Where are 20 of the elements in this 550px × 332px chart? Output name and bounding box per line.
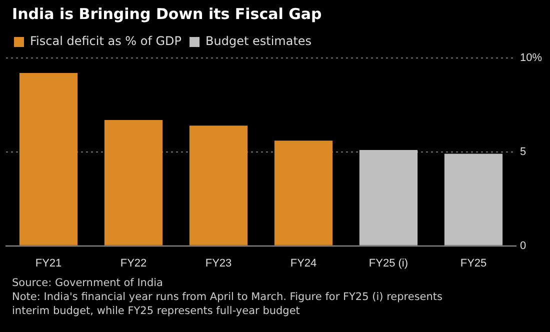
x-tick-label: FY25 (i): [368, 257, 408, 270]
bar: [274, 140, 333, 246]
x-tick-label: FY25: [460, 257, 487, 270]
bar: [444, 154, 503, 246]
legend-label: Fiscal deficit as % of GDP: [30, 34, 182, 48]
y-tick-label: 0: [520, 240, 526, 252]
x-tick-label: FY21: [35, 257, 62, 270]
bar: [104, 120, 163, 246]
bar: [359, 150, 418, 246]
source-note: Source: Government of India: [12, 276, 164, 290]
bar: [19, 73, 78, 246]
y-tick-label: 10%: [520, 52, 542, 64]
text: Note: India's financial year runs from April to March. Figure for FY25 (i) represents interim budget, while FY25 represents full-year budget: [12, 290, 444, 318]
x-tick-label: FY22: [120, 257, 147, 270]
x-tick-label: FY24: [290, 257, 317, 270]
chart-title: India is Bringing Down its Fiscal Gap: [12, 5, 322, 23]
bar: [189, 126, 248, 246]
y-tick-label: 5: [520, 146, 526, 158]
legend-label: Budget estimates: [206, 34, 312, 48]
x-tick-label: FY23: [205, 257, 232, 270]
